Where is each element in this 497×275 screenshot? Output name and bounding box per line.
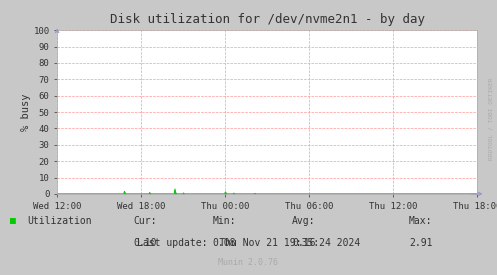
Text: 0.16: 0.16 <box>292 238 316 248</box>
Text: 0.10: 0.10 <box>133 238 157 248</box>
Text: 2.91: 2.91 <box>409 238 432 248</box>
Text: Utilization: Utilization <box>27 216 92 226</box>
Text: Last update:  Thu Nov 21 19:35:24 2024: Last update: Thu Nov 21 19:35:24 2024 <box>137 238 360 248</box>
Text: 0.08: 0.08 <box>213 238 236 248</box>
Text: Avg:: Avg: <box>292 216 316 226</box>
Text: Munin 2.0.76: Munin 2.0.76 <box>219 258 278 267</box>
Text: RRDTOOL / TOBI OETIKER: RRDTOOL / TOBI OETIKER <box>488 77 493 160</box>
Text: Max:: Max: <box>409 216 432 226</box>
Title: Disk utilization for /dev/nvme2n1 - by day: Disk utilization for /dev/nvme2n1 - by d… <box>110 13 424 26</box>
Text: ■: ■ <box>10 216 16 226</box>
Y-axis label: % busy: % busy <box>20 93 31 131</box>
Text: Cur:: Cur: <box>133 216 157 226</box>
Text: Min:: Min: <box>213 216 236 226</box>
